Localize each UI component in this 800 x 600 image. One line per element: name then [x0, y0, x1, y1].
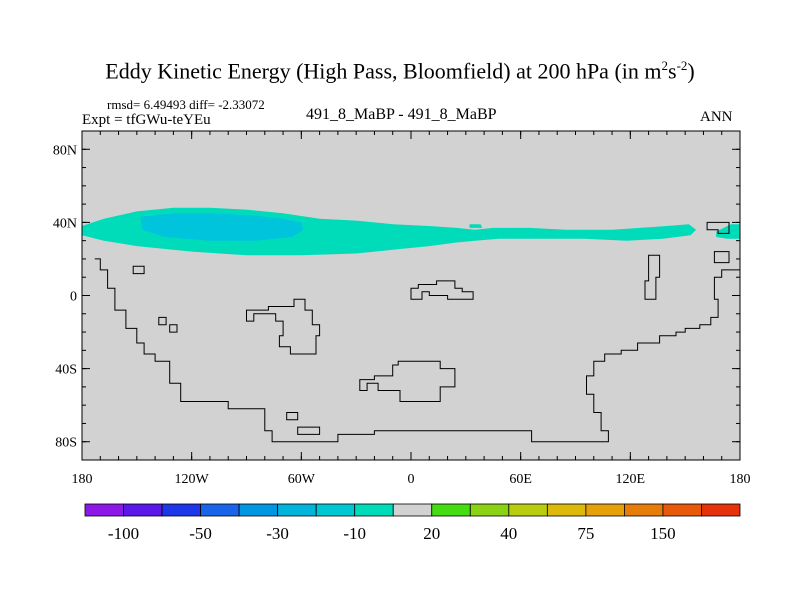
colorbar-label: -30 — [266, 524, 289, 543]
colorbar-label: -50 — [189, 524, 212, 543]
coastline-layer — [94, 221, 740, 443]
colorbar-box — [238, 503, 279, 517]
colorbar-box — [277, 503, 317, 517]
figure-title: Eddy Kinetic Energy (High Pass, Bloomfie… — [105, 58, 695, 84]
stats-line: rmsd= 6.49493 diff= -2.33072 — [107, 97, 265, 112]
colorbar-box — [508, 503, 548, 517]
coastline-southern-small-2 — [297, 426, 321, 435]
coastline-island-pacific-1 — [132, 265, 145, 275]
lat-tick-label: 80N — [53, 143, 77, 158]
colorbar-box — [161, 503, 201, 517]
lat-tick-label: 40S — [55, 363, 77, 378]
coastline-northern-strip — [410, 280, 474, 300]
colorbar-label: -100 — [108, 524, 139, 543]
colorbar-box — [469, 503, 510, 517]
axis-ticks: 80N 40N 0 40S 80S 180 120W 60W 0 60E 120E 180 — [53, 130, 751, 487]
colorbar-box — [200, 503, 240, 517]
field-layer — [82, 207, 740, 256]
lat-tick-label: 0 — [70, 290, 77, 305]
coastline-central-landmass — [246, 298, 321, 355]
coastline-southern-small-1 — [286, 412, 299, 421]
field-region-band-minus-10-east — [716, 224, 740, 239]
lon-tick-label: 180 — [730, 472, 751, 487]
case-names: 491_8_MaBP - 491_8_MaBP — [306, 106, 497, 123]
colorbar-box — [624, 503, 664, 517]
field-region-band-minus-10-patch — [469, 224, 483, 228]
lat-tick-label: 80S — [55, 436, 77, 451]
coastline-east-narrow-island — [644, 254, 661, 300]
colorbar-box — [431, 503, 471, 517]
colorbar-box — [315, 503, 356, 517]
colorbar-box — [701, 503, 741, 517]
coastline-east-coast-islands — [713, 251, 730, 264]
coastline-island-pacific-2 — [158, 316, 167, 326]
colorbar: -100 -50 -30 -10 20 40 75 150 — [84, 503, 741, 543]
colorbar-label: 40 — [500, 524, 517, 543]
coastline-americas-west-coast — [94, 258, 740, 443]
lon-tick-label: 0 — [408, 472, 415, 487]
season-label: ANN — [700, 109, 733, 125]
colorbar-label: -10 — [343, 524, 366, 543]
colorbar-box — [354, 503, 394, 517]
experiment-label: Expt = tfGWu-teYEu — [82, 112, 211, 128]
coastline-east-small-1 — [706, 221, 730, 234]
lat-tick-label: 40N — [53, 216, 77, 231]
colorbar-label: 150 — [650, 524, 676, 543]
field-region-core-minus-30 — [140, 213, 304, 241]
colorbar-label: 20 — [423, 524, 440, 543]
colorbar-box — [662, 503, 702, 517]
coastline-island-pacific-3 — [169, 324, 178, 333]
lon-tick-label: 120E — [616, 472, 646, 487]
colorbar-box — [84, 503, 124, 517]
colorbar-box — [392, 503, 433, 517]
lon-tick-label: 60W — [288, 472, 316, 487]
lon-tick-label: 180 — [72, 472, 93, 487]
lon-tick-label: 120W — [175, 472, 210, 487]
lon-tick-label: 60E — [509, 472, 532, 487]
colorbar-label: 75 — [577, 524, 594, 543]
colorbar-box — [585, 503, 625, 517]
coastline-south-island — [359, 360, 456, 402]
colorbar-box — [546, 503, 587, 517]
colorbar-box — [123, 503, 163, 517]
